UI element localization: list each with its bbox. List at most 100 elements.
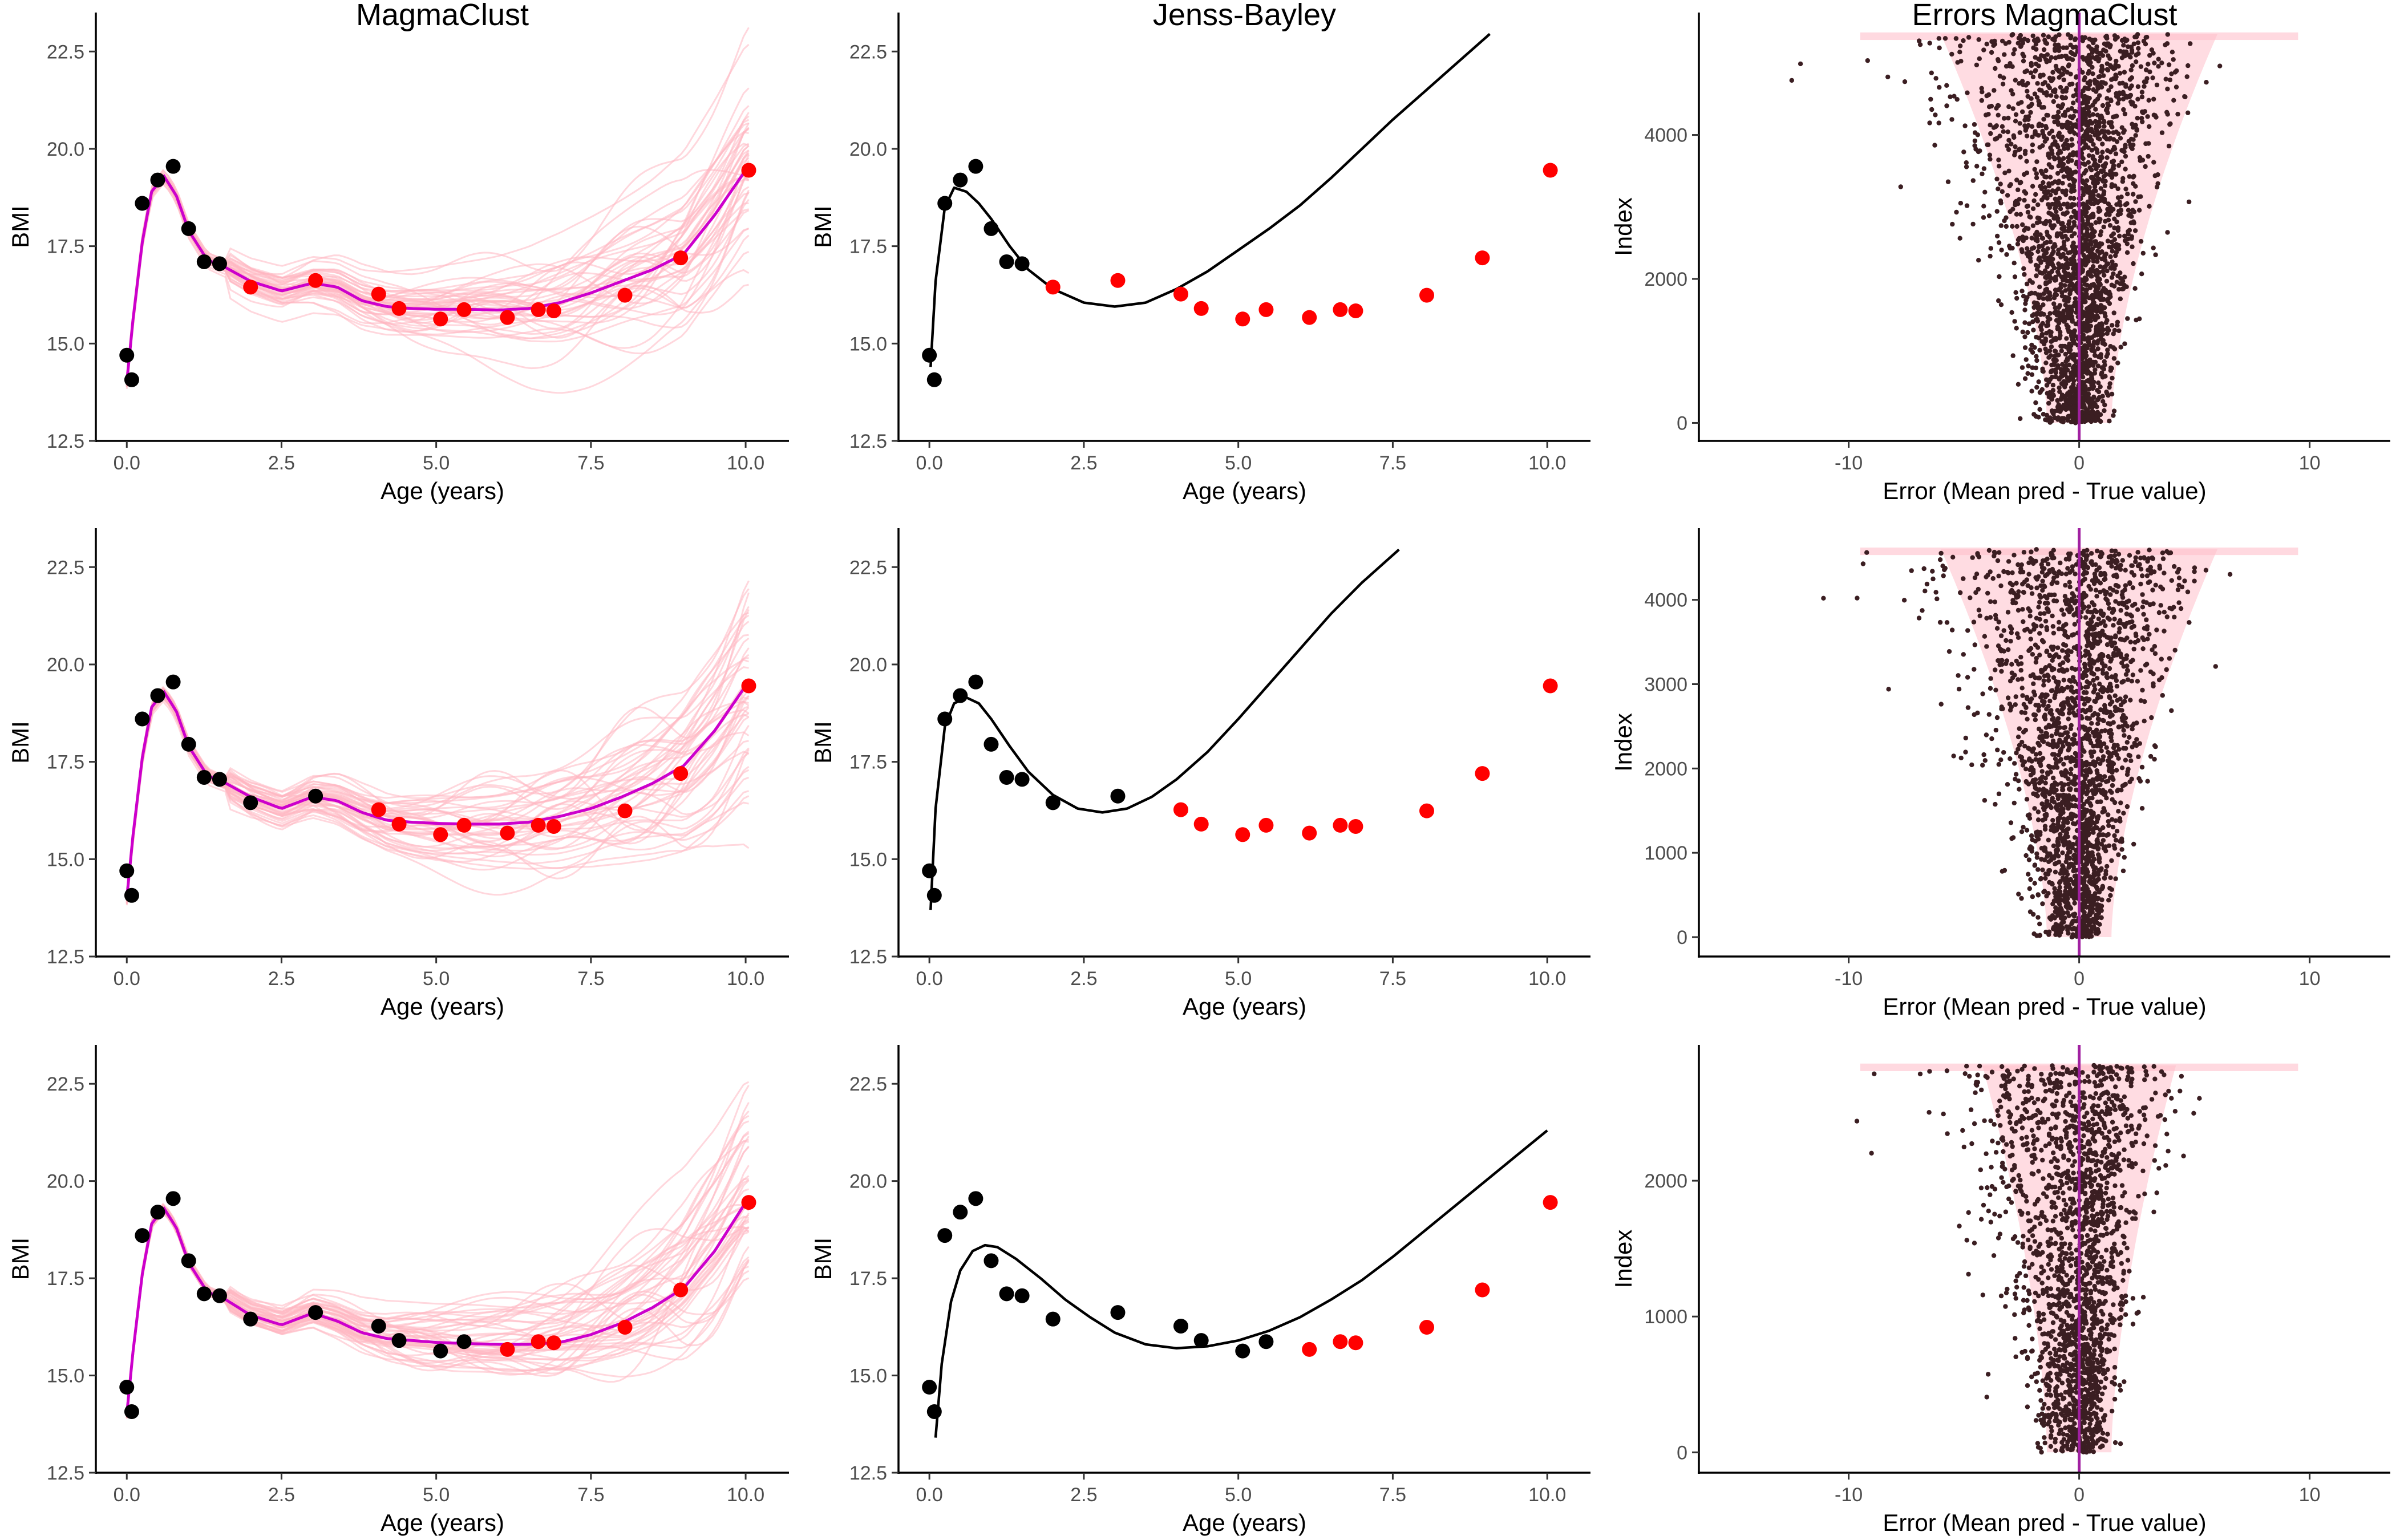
error-point	[2121, 43, 2126, 48]
error-point	[2175, 111, 2180, 117]
error-point	[2108, 875, 2113, 881]
error-point	[2109, 764, 2115, 769]
error-point	[2112, 553, 2117, 558]
error-point	[2111, 408, 2117, 414]
error-point	[2104, 96, 2110, 101]
error-point	[2010, 224, 2015, 229]
error-point	[2060, 124, 2066, 129]
y-axis-label: BMI	[810, 721, 836, 764]
error-point	[2022, 334, 2027, 339]
error-point	[2062, 146, 2067, 151]
error-point	[2048, 93, 2054, 98]
error-point	[1996, 112, 2001, 117]
error-point	[1993, 801, 1998, 807]
error-point	[2136, 776, 2142, 781]
error-point	[2082, 662, 2087, 667]
error-point	[1970, 178, 1976, 183]
error-point	[2093, 790, 2098, 795]
error-point	[2090, 827, 2095, 832]
error-point	[2126, 139, 2131, 144]
error-point	[2063, 381, 2069, 387]
test-point	[546, 818, 561, 834]
error-point	[2104, 268, 2110, 274]
error-point	[1942, 36, 1948, 41]
y-axis-label: Index	[1610, 197, 1637, 256]
error-point	[2108, 656, 2114, 662]
error-point	[2102, 402, 2107, 408]
error-point	[2051, 666, 2057, 672]
error-point	[2145, 559, 2150, 564]
error-point	[2142, 84, 2147, 89]
error-point	[2047, 175, 2053, 180]
error-point	[1937, 619, 1943, 625]
error-point	[2051, 99, 2056, 104]
observed-point	[124, 887, 139, 903]
error-point	[2014, 295, 2019, 301]
error-point	[2037, 347, 2042, 353]
error-point	[2227, 572, 2233, 577]
error-point	[2024, 577, 2029, 582]
error-point	[2042, 584, 2047, 589]
error-point	[2126, 208, 2131, 213]
error-point	[2095, 315, 2100, 320]
error-point	[1972, 138, 1978, 144]
error-point	[2028, 673, 2033, 679]
error-point	[2121, 679, 2126, 684]
error-point	[2061, 419, 2066, 424]
observed-point	[119, 347, 135, 363]
error-point	[1928, 96, 1933, 102]
error-point	[2063, 95, 2069, 100]
error-point	[2070, 894, 2075, 899]
test-point	[391, 816, 407, 832]
error-point	[2109, 391, 2115, 397]
test-point	[1258, 302, 1274, 317]
error-point	[2073, 751, 2078, 756]
error-point	[2055, 114, 2060, 119]
error-point	[2019, 100, 2024, 105]
error-point	[2036, 56, 2041, 62]
error-point	[2073, 611, 2078, 617]
error-point	[2019, 289, 2025, 294]
error-point	[2107, 606, 2112, 611]
error-point	[2128, 67, 2134, 72]
y-tick-label: 2000	[1644, 269, 1687, 290]
error-point	[2059, 800, 2065, 805]
error-point	[2072, 222, 2077, 228]
error-point	[2125, 677, 2131, 682]
error-point	[1997, 164, 2002, 169]
error-point	[2056, 163, 2061, 169]
error-point	[2108, 121, 2114, 127]
error-point	[2058, 206, 2063, 212]
error-point	[2112, 225, 2117, 230]
error-point	[2123, 153, 2128, 159]
error-point	[2055, 836, 2061, 842]
error-point	[2044, 627, 2050, 633]
error-point	[2135, 40, 2141, 46]
error-point	[2102, 124, 2107, 129]
error-point	[2010, 106, 2015, 111]
error-point	[2088, 323, 2093, 329]
error-point	[2043, 350, 2049, 355]
error-point	[1950, 554, 1956, 560]
error-point	[1995, 747, 2000, 753]
sample-curve	[126, 123, 750, 382]
error-point	[2050, 383, 2056, 388]
error-point	[1976, 149, 1981, 155]
test-point	[531, 302, 546, 317]
error-point	[2088, 120, 2093, 125]
error-point	[2004, 224, 2009, 229]
error-point	[2084, 773, 2090, 778]
error-point	[2027, 629, 2033, 634]
error-point	[2089, 386, 2094, 391]
error-point	[2001, 750, 2006, 755]
x-tick-label: 0.0	[114, 452, 140, 474]
error-point	[2102, 876, 2107, 881]
error-point	[2042, 699, 2047, 704]
error-point	[2128, 92, 2134, 98]
error-point	[2083, 870, 2088, 876]
error-point	[2033, 785, 2038, 791]
error-point	[2162, 610, 2167, 615]
error-point	[2085, 306, 2090, 311]
test-point	[1110, 273, 1126, 288]
error-point	[2130, 244, 2135, 249]
